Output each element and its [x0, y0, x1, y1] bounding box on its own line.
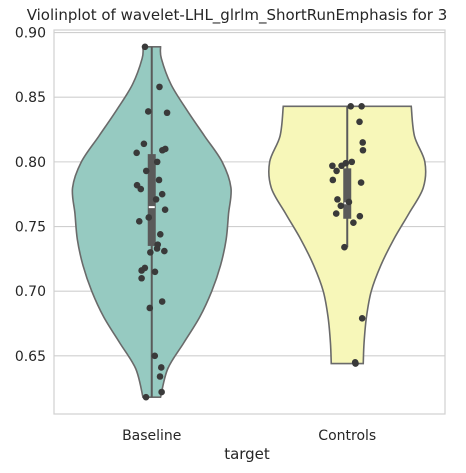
x-tick-labels: Baseline Controls [122, 428, 376, 444]
data-point [142, 393, 150, 401]
data-point [156, 230, 164, 238]
data-point [153, 245, 161, 252]
data-point [142, 167, 150, 175]
chart-title: Violinplot of wavelet-LHL_glrlm_ShortRun… [27, 6, 448, 25]
data-point [350, 219, 357, 226]
x-tick-label: Controls [318, 428, 376, 444]
data-point [158, 298, 166, 305]
data-point [157, 364, 165, 371]
data-point [161, 206, 169, 214]
y-tick-label: 0.75 [15, 220, 46, 236]
data-point [332, 210, 340, 217]
data-point [145, 214, 153, 221]
data-point [156, 373, 164, 380]
data-point [156, 83, 163, 91]
data-point [356, 118, 363, 126]
data-point [158, 388, 165, 396]
y-tick-label: 0.65 [15, 349, 46, 365]
data-point [329, 176, 337, 184]
strip-points [133, 43, 367, 401]
y-tick-label: 0.70 [15, 284, 46, 300]
data-point [138, 274, 145, 282]
data-point [152, 196, 160, 203]
data-point [357, 179, 365, 186]
data-point [347, 102, 355, 110]
data-point [359, 146, 367, 154]
data-point [163, 109, 171, 117]
data-point [159, 146, 166, 154]
data-point [146, 304, 154, 312]
data-point [358, 315, 366, 322]
y-tick-label: 0.85 [15, 90, 46, 106]
data-point [158, 190, 166, 198]
data-point [147, 249, 154, 256]
data-point [345, 198, 353, 206]
inner-boxes [147, 46, 352, 398]
data-point [161, 247, 168, 255]
iqr-box [147, 154, 156, 246]
x-axis-label: target [224, 445, 270, 463]
data-point [151, 268, 159, 276]
data-point [337, 202, 345, 210]
data-point [144, 108, 152, 115]
y-tick-label: 0.80 [15, 155, 46, 171]
data-point [341, 243, 348, 251]
data-point [153, 158, 161, 166]
data-point [151, 352, 159, 360]
data-point [137, 185, 145, 193]
iqr-box [343, 168, 352, 219]
data-point [358, 102, 365, 110]
data-point [334, 196, 341, 203]
data-point [155, 176, 163, 184]
y-tick-labels: 0.65 0.70 0.75 0.80 0.85 0.90 [15, 26, 46, 365]
data-point [141, 43, 149, 51]
data-point [138, 267, 145, 274]
data-point [356, 212, 364, 220]
data-point [338, 162, 345, 170]
data-point [348, 158, 356, 166]
data-point [359, 139, 367, 146]
data-point [133, 149, 140, 157]
data-point [135, 218, 143, 225]
y-tick-label: 0.90 [15, 26, 46, 42]
data-point [333, 167, 340, 175]
data-point [352, 360, 359, 367]
x-tick-label: Baseline [122, 428, 181, 444]
data-point [140, 140, 148, 148]
data-point [329, 162, 336, 170]
